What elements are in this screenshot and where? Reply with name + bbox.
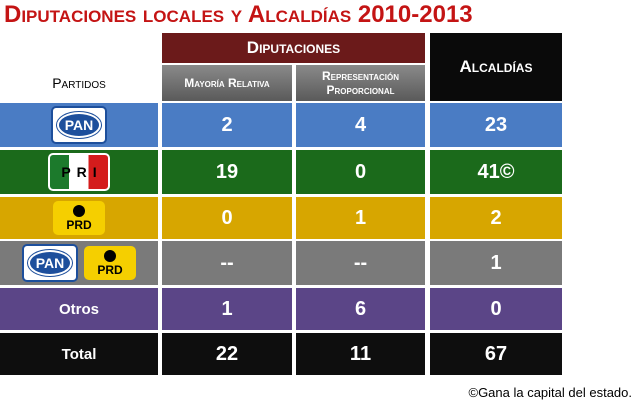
value-cell: 41© [430,150,562,195]
value-cell: -- [296,241,425,286]
value-cell: -- [162,241,292,286]
logo-text: PRD [66,217,92,232]
value-cell: 0 [296,150,425,195]
title: Diputaciones locales y Alcaldías 2010-20… [4,1,473,28]
logo-text: PRD [97,262,123,277]
party-cell: PAN PRD [0,241,158,286]
value-cell: 2 [162,103,292,148]
value-cell: 1 [162,288,292,331]
value-cell: 67 [430,333,562,376]
party-logo: PAN [51,106,107,144]
footnote: ©Gana la capital del estado. [468,384,632,400]
value-cell: 22 [162,333,292,376]
value-cell: 6 [296,288,425,331]
value-cell: 4 [296,103,425,148]
party-cell: PAN [0,103,158,148]
party-header: Partidos [52,75,106,91]
value-cell: 1 [430,241,562,286]
party-cell: PRI [0,150,158,195]
alcaldias-header: Alcaldías [430,33,562,101]
logo-text: PRI [61,164,103,180]
party-logo: PRD [53,201,105,235]
sub-header: Mayoría Relativa [162,65,292,101]
group-header: Diputaciones [162,33,425,63]
party-cell: PRD [0,197,158,240]
party-cell: Otros [0,288,158,331]
value-cell: 0 [430,288,562,331]
party-logo: PRD [84,246,136,280]
sub-header: Representación Proporcional [296,65,425,101]
value-cell: 2 [430,197,562,240]
value-cell: 19 [162,150,292,195]
value-cell: 11 [296,333,425,376]
value-cell: 23 [430,103,562,148]
party-logo: PAN [22,244,78,282]
value-cell: 0 [162,197,292,240]
party-cell: Total [0,333,158,376]
logo-text: PAN [27,250,73,276]
party-logo: PRI [48,153,110,191]
logo-text: PAN [56,112,102,138]
value-cell: 1 [296,197,425,240]
